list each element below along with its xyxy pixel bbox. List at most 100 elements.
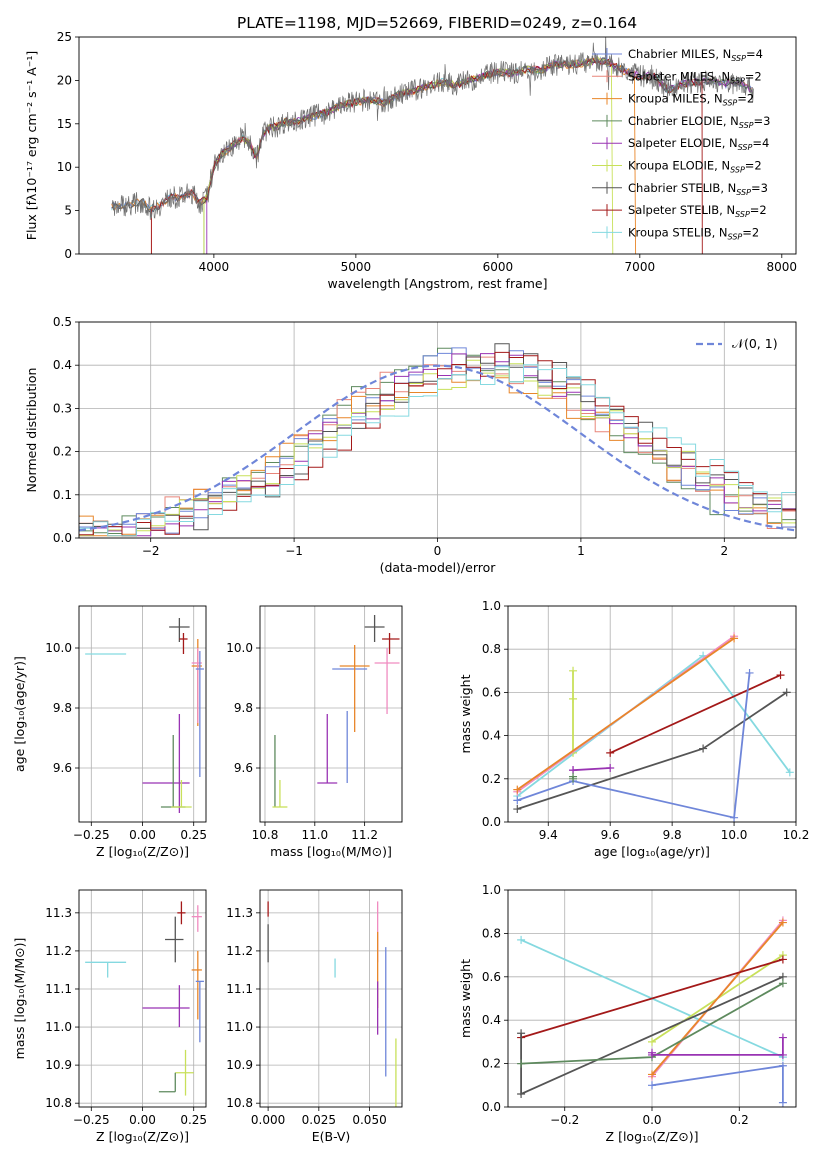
histogram-lines bbox=[79, 343, 796, 537]
x-tick-label: 7000 bbox=[625, 260, 656, 274]
data-point bbox=[175, 1049, 194, 1096]
weight-point-marker bbox=[648, 1050, 656, 1059]
data-point bbox=[177, 901, 186, 925]
weight-point-marker bbox=[517, 1059, 526, 1068]
y-axis-label: Flux [fλ10⁻¹⁷ erg cm⁻² s⁻¹ A⁻¹] bbox=[24, 51, 39, 240]
x-tick-label: 10.0 bbox=[721, 828, 748, 842]
x-tick-label: 2 bbox=[720, 544, 728, 558]
x-axis-label: E(B-V) bbox=[312, 1129, 351, 1144]
y-tick-label: 15 bbox=[57, 117, 72, 131]
spectrum-panel: 4000 5000 6000 7000 8000 0 5 10 15 20 25 wavelength… bbox=[24, 30, 797, 291]
weight-point-marker bbox=[517, 1029, 526, 1038]
model-spectrum-line bbox=[150, 56, 703, 254]
data-point bbox=[142, 714, 190, 813]
x-tick-label: 9.8 bbox=[663, 828, 682, 842]
weight-point-marker bbox=[513, 785, 522, 794]
data-point bbox=[191, 905, 202, 932]
x-tick-label: 8000 bbox=[767, 260, 798, 274]
z-vs-weight-panel: −0.2 0.0 0.2 0.0 0.2 0.4 0.6 0.8 1.0 Z [log₁₀(Z/Z… bbox=[458, 883, 797, 1144]
x-axis-label: Z [log₁₀(Z/Z⊙)] bbox=[96, 844, 189, 859]
data-point bbox=[169, 618, 190, 642]
data-point bbox=[195, 651, 204, 777]
x-axis-label: mass [log₁₀(M/M⊙)] bbox=[270, 844, 392, 859]
y-tick-label: 10.8 bbox=[45, 1096, 72, 1110]
weight-point-marker bbox=[606, 764, 615, 772]
data-point bbox=[171, 780, 192, 808]
data-point bbox=[158, 1072, 176, 1093]
x-tick-label: 0.25 bbox=[180, 828, 207, 842]
weight-point-marker bbox=[517, 935, 526, 944]
legend-label: Salpeter MILES, NSSP=2 bbox=[628, 69, 762, 85]
weight-series-line bbox=[517, 672, 751, 819]
y-tick-label: 0.0 bbox=[482, 815, 501, 829]
y-tick-label: 0.3 bbox=[53, 401, 72, 415]
x-axis-label: age [log₁₀(age/yr)] bbox=[594, 844, 710, 859]
y-tick-label: 0.4 bbox=[482, 1013, 501, 1027]
y-tick-label: 0.1 bbox=[53, 488, 72, 502]
histogram-step-line bbox=[79, 364, 796, 537]
legend-label: Salpeter STELIB, NSSP=2 bbox=[628, 203, 767, 219]
weight-series-line bbox=[651, 1064, 784, 1103]
y-tick-label: 11.2 bbox=[226, 944, 253, 958]
x-tick-label: −0.25 bbox=[73, 828, 110, 842]
y-tick-label: 11.1 bbox=[45, 982, 72, 996]
y-tick-label: 10.9 bbox=[226, 1058, 253, 1072]
y-tick-label: 9.6 bbox=[53, 761, 72, 775]
x-tick-label: 0.000 bbox=[251, 1113, 285, 1127]
error-bars bbox=[272, 615, 400, 808]
x-tick-label: 0.050 bbox=[352, 1113, 386, 1127]
data-point bbox=[165, 916, 184, 963]
y-axis-label: mass [log₁₀(M/M⊙)] bbox=[12, 938, 27, 1060]
weight-lines bbox=[517, 916, 787, 1107]
y-tick-label: 10 bbox=[57, 160, 72, 174]
weight-point-marker bbox=[648, 1081, 656, 1090]
weight-point-marker bbox=[778, 1098, 787, 1107]
normal-curve-line bbox=[79, 364, 796, 532]
y-tick-label: 0.0 bbox=[53, 531, 72, 545]
y-tick-label: 0.4 bbox=[53, 358, 72, 372]
x-tick-label: 0.00 bbox=[129, 828, 156, 842]
y-tick-label: 11.1 bbox=[226, 982, 253, 996]
x-tick-label: 11.2 bbox=[351, 828, 378, 842]
y-tick-label: 1.0 bbox=[482, 883, 501, 897]
y-tick-label: 11.3 bbox=[45, 906, 72, 920]
model-spectrum-line bbox=[206, 55, 754, 254]
y-tick-label: 0.4 bbox=[482, 729, 501, 743]
weight-point-marker bbox=[569, 772, 578, 781]
data-point bbox=[272, 780, 288, 808]
error-bars bbox=[267, 901, 397, 1107]
data-point bbox=[142, 985, 190, 1028]
y-tick-label: 10.8 bbox=[226, 1096, 253, 1110]
x-axis-label: Z [log₁₀(Z/Z⊙)] bbox=[96, 1129, 189, 1144]
y-tick-label: 0.2 bbox=[482, 1057, 501, 1071]
weight-point-marker bbox=[513, 796, 522, 805]
y-tick-label: 11.0 bbox=[226, 1020, 253, 1034]
y-tick-label: 0 bbox=[64, 247, 72, 261]
x-axis-label: (data-model)/error bbox=[380, 560, 497, 575]
weight-point-marker bbox=[569, 666, 578, 675]
weight-point-marker bbox=[785, 768, 794, 777]
legend-label: Salpeter ELODIE, NSSP=4 bbox=[628, 136, 769, 152]
x-tick-label: 0.00 bbox=[129, 1113, 156, 1127]
y-tick-label: 1.0 bbox=[482, 599, 501, 613]
weight-point-marker bbox=[730, 634, 739, 643]
x-tick-label: 11.0 bbox=[301, 828, 328, 842]
x-tick-label: −2 bbox=[142, 544, 160, 558]
weight-series-line bbox=[516, 637, 735, 791]
legend-label: Kroupa MILES, NSSP=2 bbox=[628, 92, 754, 108]
figure-title: PLATE=1198, MJD=52669, FIBERID=0249, z=0… bbox=[237, 14, 637, 32]
data-point bbox=[364, 615, 385, 642]
x-tick-label: 0.025 bbox=[302, 1113, 336, 1127]
axes-frame bbox=[78, 889, 207, 1108]
data-point bbox=[179, 633, 188, 654]
weight-point-marker bbox=[513, 805, 522, 814]
weight-series-line bbox=[651, 921, 784, 1076]
x-tick-label: −0.25 bbox=[73, 1113, 110, 1127]
x-tick-label: 9.4 bbox=[539, 828, 558, 842]
y-tick-label: 11.0 bbox=[45, 1020, 72, 1034]
y-tick-label: 11.3 bbox=[226, 906, 253, 920]
x-tick-label: 4000 bbox=[199, 260, 230, 274]
error-bars bbox=[85, 901, 204, 1096]
legend-label: Kroupa ELODIE, NSSP=2 bbox=[628, 159, 762, 175]
